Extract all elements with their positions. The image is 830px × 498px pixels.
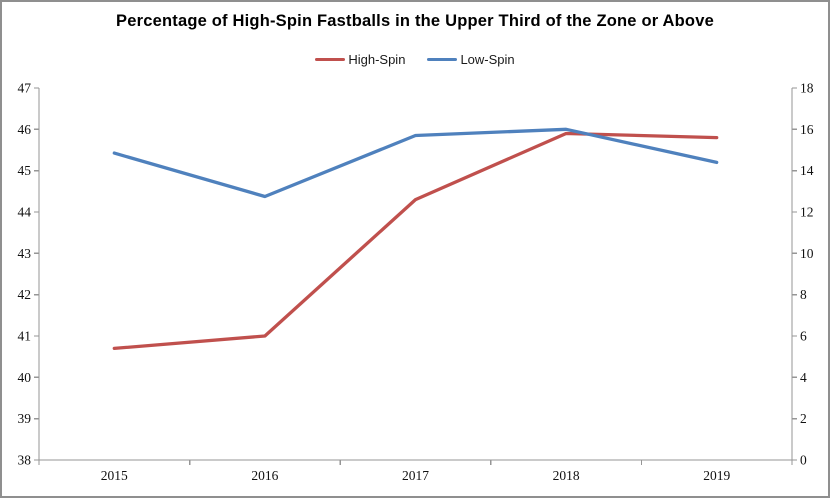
- left-axis-tick-label: 47: [18, 81, 32, 96]
- series-line-low-spin: [112, 127, 719, 199]
- low-spin-line-swatch-icon: [427, 57, 458, 62]
- chart-title: Percentage of High-Spin Fastballs in the…: [116, 12, 714, 30]
- legend: High-Spin Low-Spin: [2, 52, 828, 67]
- x-axis-category-label: 2015: [101, 468, 128, 483]
- right-axis-tick-label: 16: [800, 122, 814, 137]
- legend-label-high-spin: High-Spin: [348, 52, 406, 67]
- right-axis-tick-label: 2: [800, 411, 807, 426]
- right-axis-tick-label: 6: [800, 329, 807, 344]
- left-axis-tick-label: 43: [18, 246, 32, 261]
- x-axis-category-label: 2017: [402, 468, 429, 483]
- left-axis-tick-label: 46: [18, 122, 32, 137]
- left-axis-tick-label: 38: [18, 453, 32, 468]
- legend-item-low-spin: Low-Spin: [427, 52, 515, 67]
- x-axis-category-label: 2019: [703, 468, 730, 483]
- high-spin-line-swatch-icon: [315, 57, 346, 62]
- left-axis-tick-label: 44: [18, 205, 32, 220]
- legend-item-high-spin: High-Spin: [315, 52, 405, 67]
- x-axis-category-label: 2016: [251, 468, 278, 483]
- series-line-high-spin: [112, 131, 719, 351]
- right-axis-tick-label: 4: [800, 370, 807, 385]
- right-axis-tick-label: 10: [800, 246, 814, 261]
- left-axis-tick-label: 45: [18, 163, 32, 178]
- left-axis-tick-label: 40: [18, 370, 32, 385]
- left-axis-tick-label: 39: [18, 411, 32, 426]
- right-axis-tick-label: 14: [800, 163, 814, 178]
- left-axis-tick-label: 41: [18, 329, 32, 344]
- right-axis-tick-label: 0: [800, 453, 807, 468]
- right-axis-tick-label: 8: [800, 287, 807, 302]
- left-axis-tick-label: 42: [18, 287, 32, 302]
- right-axis-tick-label: 18: [800, 81, 814, 96]
- right-axis-tick-label: 12: [800, 205, 814, 220]
- x-axis-category-label: 2018: [553, 468, 580, 483]
- legend-label-low-spin: Low-Spin: [460, 52, 515, 67]
